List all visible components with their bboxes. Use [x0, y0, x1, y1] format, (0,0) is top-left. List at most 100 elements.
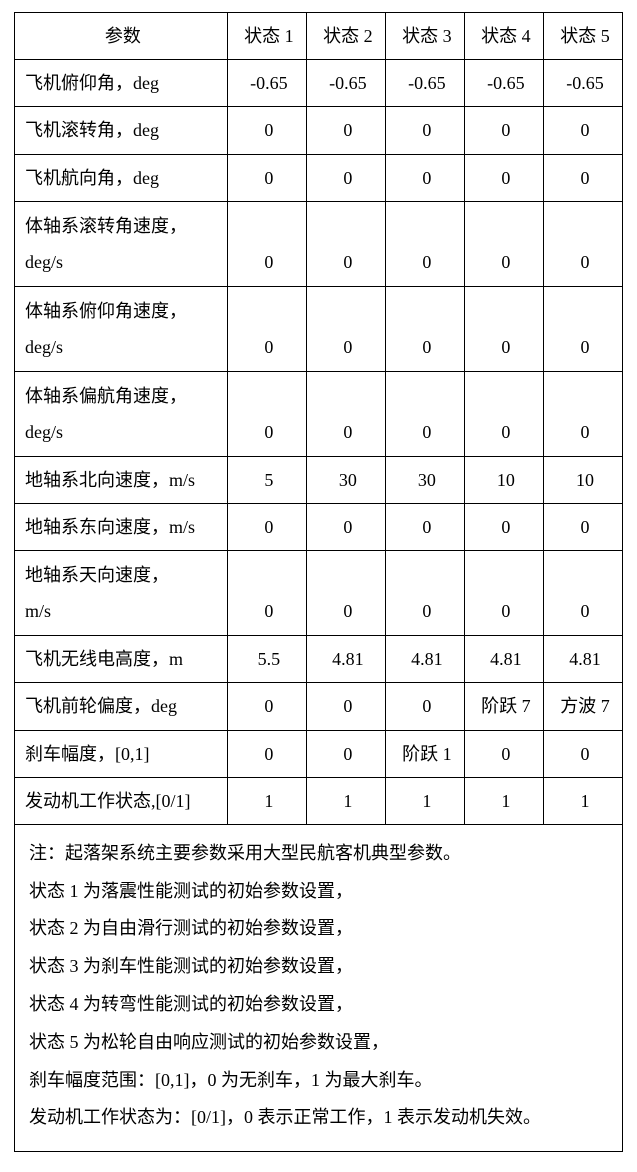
param-label: 地轴系东向速度，m/s: [15, 503, 228, 550]
param-value: 0: [306, 683, 385, 730]
table-header-row: 参数 状态 1 状态 2 状态 3 状态 4 状态 5: [15, 13, 623, 60]
param-value: -0.65: [306, 60, 385, 107]
param-value: -0.65: [385, 60, 464, 107]
header-state-3: 状态 3: [385, 13, 464, 60]
param-value: 0: [227, 551, 306, 636]
note-line: 注：起落架系统主要参数采用大型民航客机典型参数。: [29, 835, 612, 873]
param-value: 阶跃 1: [385, 730, 464, 777]
param-value: 0: [306, 730, 385, 777]
param-value: 0: [385, 107, 464, 154]
note-line: 状态 4 为转弯性能测试的初始参数设置，: [29, 986, 612, 1024]
param-value: 0: [385, 286, 464, 371]
param-value: 0: [385, 371, 464, 456]
param-value: 0: [227, 286, 306, 371]
param-value: 0: [464, 286, 543, 371]
header-state-4: 状态 4: [464, 13, 543, 60]
param-value: 0: [543, 371, 622, 456]
param-value: 4.81: [543, 636, 622, 683]
param-value: 0: [227, 154, 306, 201]
param-value: 0: [306, 201, 385, 286]
param-value: 0: [227, 683, 306, 730]
param-value: 0: [227, 371, 306, 456]
table-row: 飞机无线电高度，m5.54.814.814.814.81: [15, 636, 623, 683]
param-label: 飞机航向角，deg: [15, 154, 228, 201]
param-value: 4.81: [306, 636, 385, 683]
param-value: 0: [306, 154, 385, 201]
param-value: 0: [464, 107, 543, 154]
param-value: 0: [306, 107, 385, 154]
param-value: 0: [543, 286, 622, 371]
param-value: 0: [385, 683, 464, 730]
param-value: 0: [464, 551, 543, 636]
table-row: 体轴系俯仰角速度，deg/s00000: [15, 286, 623, 371]
table-row: 发动机工作状态,[0/1]11111: [15, 777, 623, 824]
param-value: 0: [306, 371, 385, 456]
param-label: 飞机滚转角，deg: [15, 107, 228, 154]
param-value: 0: [227, 730, 306, 777]
param-value: 10: [464, 456, 543, 503]
param-label: 体轴系俯仰角速度，deg/s: [15, 286, 228, 371]
note-line: 状态 3 为刹车性能测试的初始参数设置，: [29, 948, 612, 986]
param-value: 0: [227, 503, 306, 550]
param-value: 4.81: [385, 636, 464, 683]
param-value: 0: [464, 730, 543, 777]
param-value: 0: [464, 371, 543, 456]
note-line: 刹车幅度范围：[0,1]，0 为无刹车，1 为最大刹车。: [29, 1062, 612, 1100]
param-value: 0: [306, 551, 385, 636]
param-value: 10: [543, 456, 622, 503]
param-label: 飞机前轮偏度，deg: [15, 683, 228, 730]
param-value: 0: [543, 551, 622, 636]
param-value: 1: [227, 777, 306, 824]
param-value: 1: [306, 777, 385, 824]
table-row: 体轴系偏航角速度，deg/s00000: [15, 371, 623, 456]
table-row: 地轴系东向速度，m/s00000: [15, 503, 623, 550]
param-label: 刹车幅度，[0,1]: [15, 730, 228, 777]
param-value: 阶跃 7: [464, 683, 543, 730]
header-param: 参数: [15, 13, 228, 60]
param-value: 0: [543, 154, 622, 201]
param-value: 0: [543, 107, 622, 154]
param-value: 0: [385, 551, 464, 636]
param-value: -0.65: [464, 60, 543, 107]
param-label: 飞机无线电高度，m: [15, 636, 228, 683]
header-state-5: 状态 5: [543, 13, 622, 60]
param-label: 地轴系天向速度，m/s: [15, 551, 228, 636]
param-value: 0: [464, 154, 543, 201]
note-line: 状态 1 为落震性能测试的初始参数设置，: [29, 873, 612, 911]
param-label: 地轴系北向速度，m/s: [15, 456, 228, 503]
param-value: 方波 7: [543, 683, 622, 730]
table-row: 飞机俯仰角，deg-0.65-0.65-0.65-0.65-0.65: [15, 60, 623, 107]
table-row: 地轴系北向速度，m/s530301010: [15, 456, 623, 503]
param-value: 0: [385, 503, 464, 550]
param-label: 体轴系滚转角速度，deg/s: [15, 201, 228, 286]
param-value: 0: [543, 730, 622, 777]
param-value: 0: [464, 201, 543, 286]
param-value: 0: [543, 201, 622, 286]
param-value: 1: [543, 777, 622, 824]
header-state-1: 状态 1: [227, 13, 306, 60]
param-value: 5: [227, 456, 306, 503]
note-line: 状态 2 为自由滑行测试的初始参数设置，: [29, 910, 612, 948]
param-label: 体轴系偏航角速度，deg/s: [15, 371, 228, 456]
param-value: -0.65: [543, 60, 622, 107]
table-row: 地轴系天向速度，m/s00000: [15, 551, 623, 636]
notes-block: 注：起落架系统主要参数采用大型民航客机典型参数。状态 1 为落震性能测试的初始参…: [14, 825, 623, 1152]
param-value: 0: [543, 503, 622, 550]
param-label: 飞机俯仰角，deg: [15, 60, 228, 107]
table-body: 飞机俯仰角，deg-0.65-0.65-0.65-0.65-0.65飞机滚转角，…: [15, 60, 623, 825]
param-value: 0: [306, 503, 385, 550]
param-value: 0: [306, 286, 385, 371]
param-label: 发动机工作状态,[0/1]: [15, 777, 228, 824]
param-value: 0: [464, 503, 543, 550]
note-line: 发动机工作状态为：[0/1]，0 表示正常工作，1 表示发动机失效。: [29, 1099, 612, 1137]
param-value: -0.65: [227, 60, 306, 107]
param-value: 30: [385, 456, 464, 503]
param-value: 4.81: [464, 636, 543, 683]
table-row: 刹车幅度，[0,1]00阶跃 100: [15, 730, 623, 777]
table-row: 飞机航向角，deg00000: [15, 154, 623, 201]
param-value: 0: [227, 107, 306, 154]
table-row: 飞机滚转角，deg00000: [15, 107, 623, 154]
parameter-table: 参数 状态 1 状态 2 状态 3 状态 4 状态 5 飞机俯仰角，deg-0.…: [14, 12, 623, 825]
note-line: 状态 5 为松轮自由响应测试的初始参数设置，: [29, 1024, 612, 1062]
param-value: 1: [385, 777, 464, 824]
